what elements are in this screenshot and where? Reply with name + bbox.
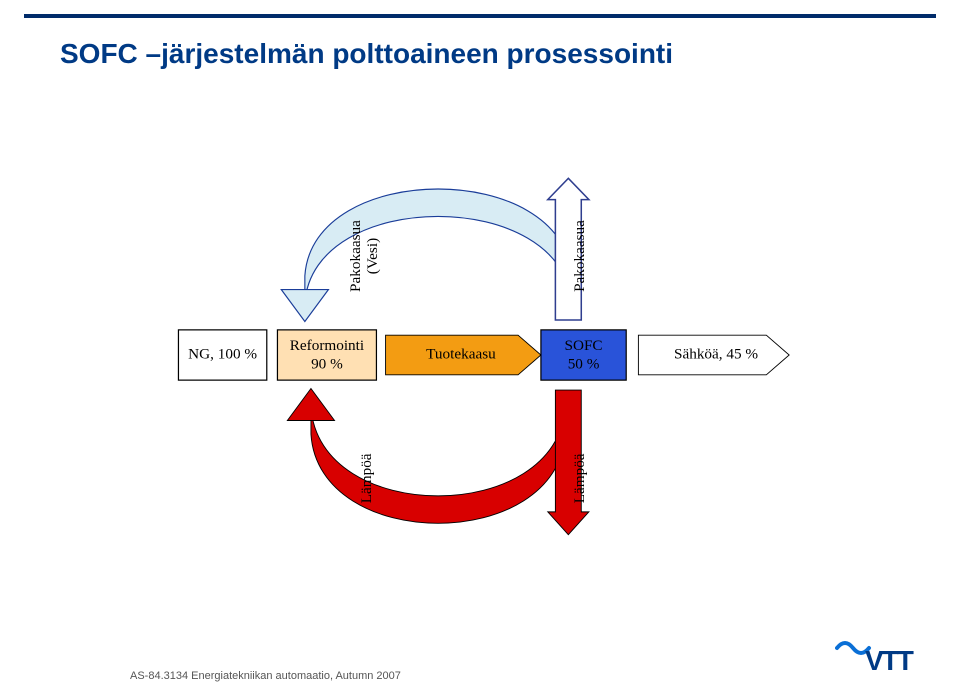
header-rule	[24, 14, 936, 18]
svg-text:50 %: 50 %	[568, 355, 600, 372]
svg-text:Tuotekaasu: Tuotekaasu	[426, 346, 496, 363]
logo-text: VTT	[865, 645, 914, 676]
diagram-canvas: NG, 100 % Reformointi90 % SOFC50 % Tuotekaa…	[0, 90, 960, 620]
svg-text:Sähköä, 45 %: Sähköä, 45 %	[674, 346, 758, 363]
diagram-svg: NG, 100 % Reformointi90 % SOFC50 % Tuotekaa…	[0, 90, 960, 620]
svg-text:Lämpöä: Lämpöä	[358, 453, 375, 503]
svg-text:90 %: 90 %	[311, 355, 343, 372]
svg-text:Reformointi: Reformointi	[290, 337, 364, 354]
svg-text:SOFC: SOFC	[565, 337, 603, 354]
svg-text:(Vesi): (Vesi)	[364, 238, 381, 274]
vtt-logo: VTT	[835, 636, 930, 678]
svg-text:Lämpöä: Lämpöä	[571, 453, 588, 503]
svg-text:NG, 100 %: NG, 100 %	[188, 346, 257, 363]
footer-text: AS-84.3134 Energiatekniikan automaatio, …	[130, 670, 401, 682]
svg-text:Pakokaasua: Pakokaasua	[347, 220, 364, 292]
svg-text:Pakokaasua: Pakokaasua	[571, 220, 588, 292]
page-title: SOFC –järjestelmän polttoaineen prosesso…	[60, 38, 673, 70]
